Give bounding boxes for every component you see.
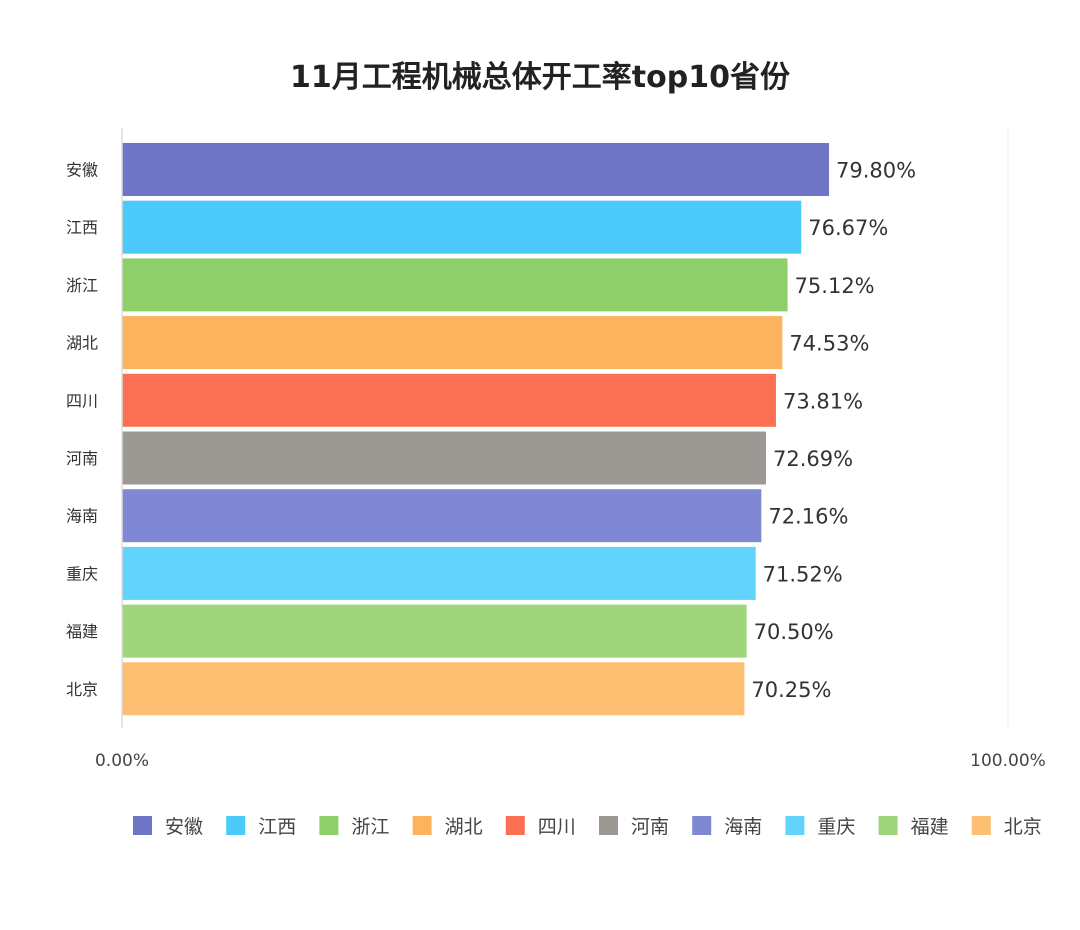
category-label: 四川 — [66, 391, 98, 410]
legend-swatch-0 — [133, 816, 152, 835]
legend-swatch-2 — [319, 816, 339, 835]
value-label: 76.67% — [808, 216, 888, 240]
value-label: 79.80% — [836, 159, 916, 183]
bar-6 — [122, 489, 762, 543]
category-label: 北京 — [66, 680, 98, 699]
legend-label: 湖北 — [445, 816, 483, 838]
bar-0 — [122, 143, 830, 196]
legend-swatch-8 — [878, 816, 898, 835]
category-label: 湖北 — [66, 334, 98, 353]
chart-title: 11月工程机械总体开工率top10省份 — [290, 60, 790, 95]
category-label: 江西 — [66, 218, 98, 237]
x-tick-label: 100.00% — [970, 751, 1046, 771]
value-label: 70.50% — [754, 620, 834, 644]
legend-label: 江西 — [258, 816, 296, 838]
legend-swatch-5 — [599, 816, 618, 835]
bar-2 — [122, 258, 788, 312]
bar-4 — [122, 373, 776, 427]
value-label: 74.53% — [789, 332, 869, 356]
bar-3 — [122, 316, 783, 370]
value-label: 72.16% — [768, 505, 848, 529]
bar-9 — [122, 662, 745, 716]
category-label: 河南 — [66, 449, 98, 468]
legend-swatch-4 — [505, 816, 525, 835]
legend-swatch-6 — [692, 816, 712, 835]
category-label: 重庆 — [66, 564, 98, 583]
value-label: 70.25% — [751, 678, 831, 702]
bar-7 — [122, 546, 756, 600]
value-label: 73.81% — [783, 389, 863, 413]
category-label: 福建 — [66, 622, 98, 641]
category-label: 海南 — [66, 507, 98, 526]
legend-label: 河南 — [631, 816, 669, 838]
value-label: 71.52% — [763, 562, 843, 586]
bar-5 — [122, 431, 767, 485]
bar-1 — [122, 200, 802, 254]
legend-label: 重庆 — [817, 816, 855, 838]
legend-swatch-7 — [785, 816, 805, 835]
category-label: 浙江 — [66, 276, 98, 295]
legend-swatch-9 — [971, 816, 991, 835]
legend-swatch-3 — [412, 816, 432, 835]
value-label: 75.12% — [795, 274, 875, 298]
category-label: 安徽 — [66, 161, 98, 180]
legend-label: 海南 — [724, 816, 762, 838]
legend-label: 福建 — [911, 816, 949, 838]
legend-label: 安徽 — [165, 816, 203, 838]
legend-swatch-1 — [226, 816, 246, 835]
legend-label: 北京 — [1004, 816, 1042, 838]
value-label: 72.69% — [773, 447, 853, 471]
bar-8 — [122, 604, 747, 658]
legend-label: 浙江 — [351, 816, 389, 838]
legend-label: 四川 — [538, 816, 576, 838]
x-tick-label: 0.00% — [95, 751, 149, 771]
